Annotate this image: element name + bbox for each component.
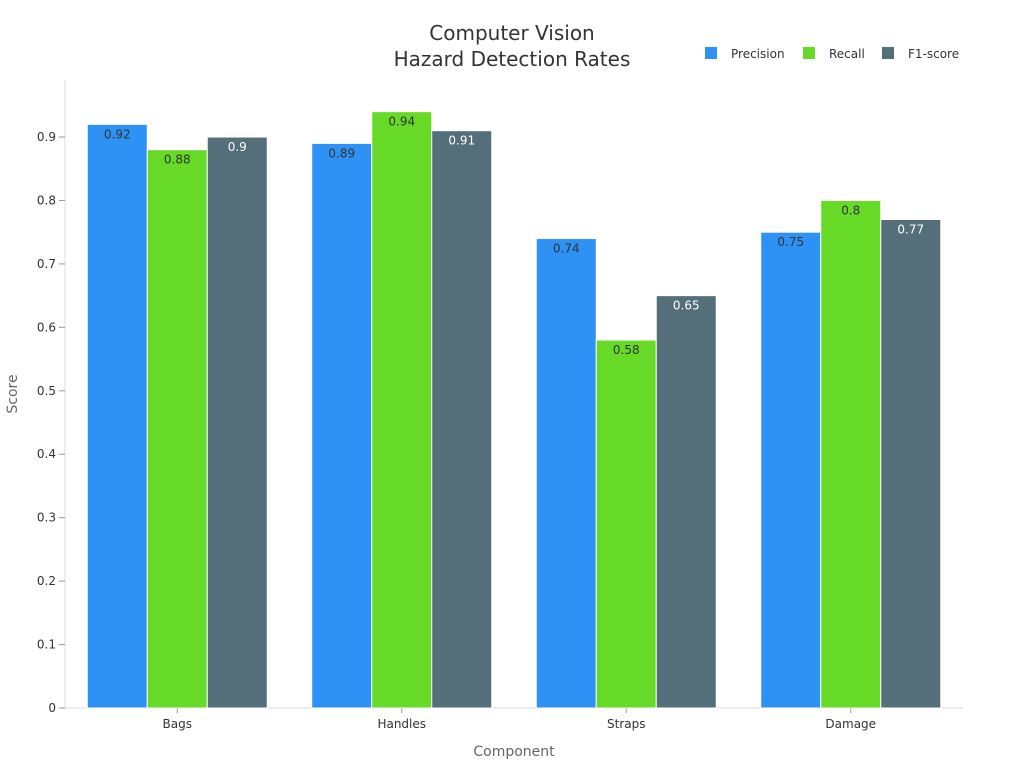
bar-f1-score [880, 219, 942, 709]
legend-label: Recall [829, 47, 865, 61]
data-label: 0.9 [228, 140, 247, 154]
bar-precision [760, 231, 822, 709]
y-tick-label: 0.6 [37, 320, 56, 334]
y-tick-label: 0.2 [37, 574, 56, 588]
bar-recall [371, 111, 433, 709]
legend-swatch-f1-score [882, 47, 894, 59]
data-label: 0.94 [388, 115, 415, 129]
data-label: 0.65 [673, 299, 700, 313]
y-tick-label: 0.8 [37, 193, 56, 207]
legend-swatch-recall [803, 47, 815, 59]
data-label: 0.92 [104, 127, 131, 141]
bar-f1-score [206, 136, 268, 709]
data-label: 0.8 [841, 203, 860, 217]
legend-swatch-precision [705, 47, 717, 59]
y-tick-label: 0.3 [37, 511, 56, 525]
data-label: 0.58 [613, 343, 640, 357]
bar-recall [820, 199, 882, 709]
data-label: 0.75 [777, 235, 804, 249]
chart-title-line-1: Computer Vision [429, 21, 594, 45]
x-axis-label: Component [473, 744, 555, 760]
data-label: 0.89 [328, 146, 355, 160]
bar-precision [86, 123, 148, 709]
data-label: 0.77 [897, 223, 924, 237]
bar-recall [595, 339, 657, 709]
y-axis-label: Score [5, 374, 21, 413]
x-tick-label: Damage [825, 717, 876, 731]
y-tick-label: 0.1 [37, 638, 56, 652]
legend-label: Precision [731, 47, 785, 61]
chart-title-line-2: Hazard Detection Rates [394, 47, 631, 71]
y-tick-label: 0.5 [37, 384, 56, 398]
bar-f1-score [655, 295, 717, 709]
x-tick-label: Bags [163, 717, 192, 731]
data-label: 0.91 [448, 134, 475, 148]
legend-label: F1-score [908, 47, 959, 61]
bar-f1-score [431, 130, 493, 709]
y-tick-label: 0.4 [37, 447, 56, 461]
data-label: 0.74 [553, 242, 580, 256]
y-tick-label: 0 [48, 701, 56, 715]
data-label: 0.88 [164, 153, 191, 167]
bar-recall [146, 149, 208, 709]
bar-precision [311, 142, 373, 709]
bar-precision [535, 238, 597, 709]
y-tick-label: 0.9 [37, 130, 56, 144]
x-tick-label: Handles [377, 717, 426, 731]
y-tick-label: 0.7 [37, 257, 56, 271]
x-tick-label: Straps [607, 717, 645, 731]
